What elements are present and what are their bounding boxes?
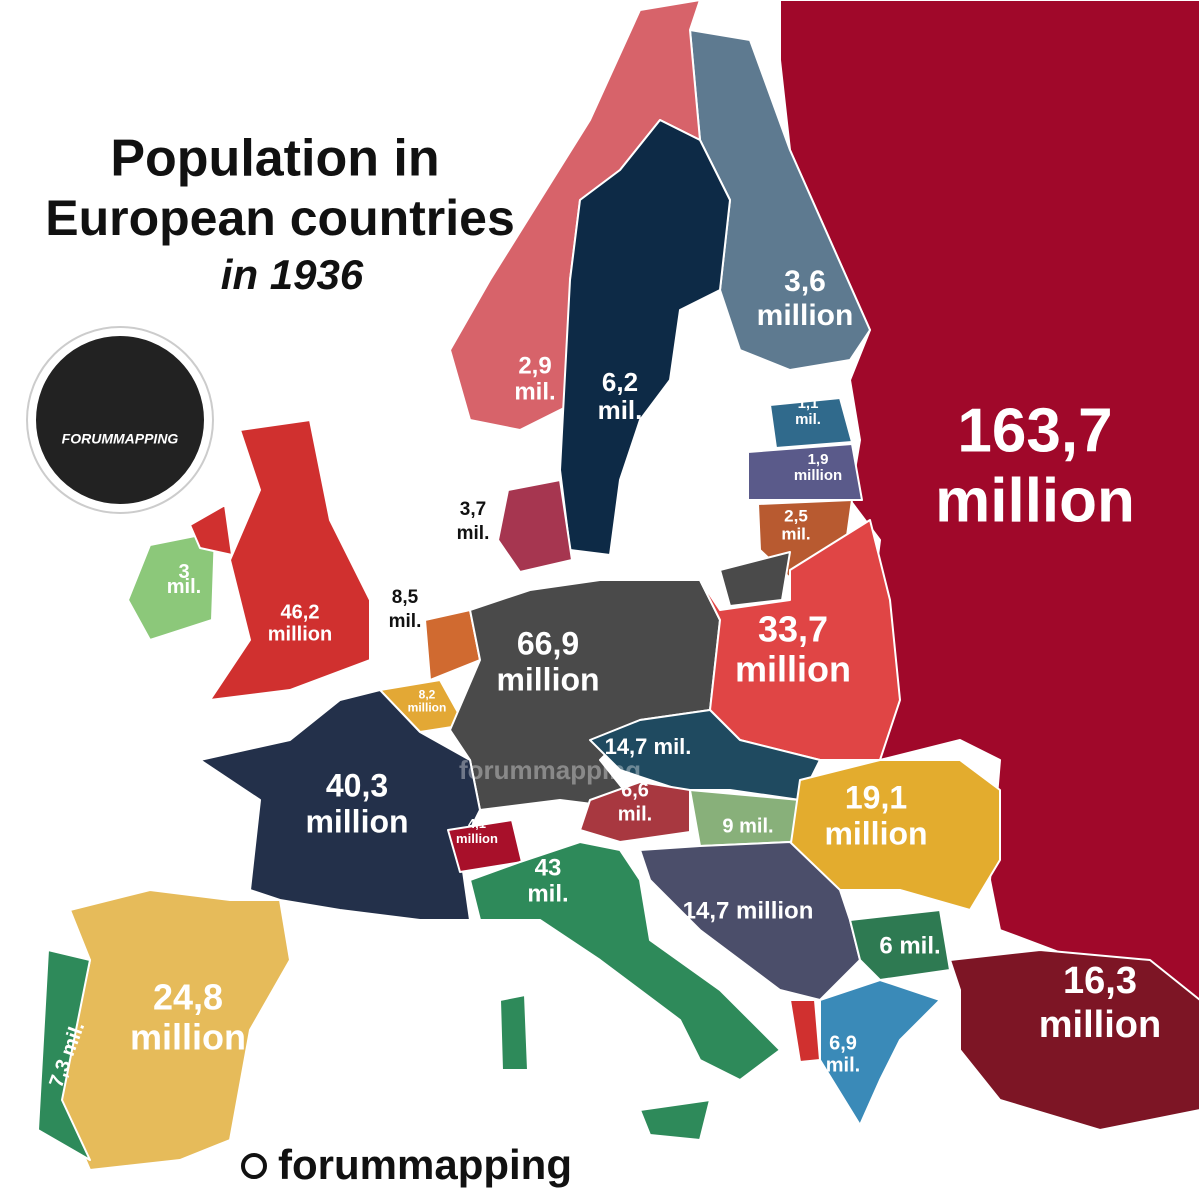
population-label: 6,6 [621,779,649,801]
population-label: mil. [527,880,568,907]
country-shape [579,781,691,843]
population-label: 66,9 [517,625,579,661]
population-label: mil. [781,524,810,543]
population-label: million [268,623,332,645]
population-label: million [496,661,599,697]
countries [37,0,1200,1171]
country-shape [559,119,731,556]
country-shape [747,443,863,501]
population-label: million [935,466,1135,535]
population-label: 14,7 mil. [605,734,692,759]
population-label: mil. [514,378,555,405]
population-label: 14,7 million [683,897,814,924]
population-label: mil. [598,395,643,425]
population-label: 6,9 [829,1032,857,1054]
logo-circle [28,328,212,512]
country-shape [449,579,721,811]
population-label: mil. [167,576,201,598]
title-line: European countries [45,190,515,246]
population-label: 6,2 [602,367,638,397]
logo-text: FORUMMAPPING [62,431,179,447]
population-label: 46,2 [281,601,320,623]
population-label: million [794,467,842,484]
population-label: 163,7 [957,396,1112,465]
population-label: million [735,649,851,690]
population-label: 2,5 [784,506,808,525]
population-label: 3,6 [784,265,826,298]
population-label: 6 mil. [879,932,940,959]
population-label: million [130,1017,246,1058]
country-shape [499,994,529,1071]
population-label: mil. [618,803,652,825]
population-label: mil. [795,411,821,428]
logo-ring [26,326,214,514]
population-label: mil. [389,611,422,632]
country-shape [949,949,1200,1131]
country-shape [497,479,573,573]
population-label: 40,3 [326,767,388,803]
population-label: 1,1 [798,395,819,412]
population-label: 33,7 [758,609,828,650]
country-shape [469,841,781,1081]
population-label: 8,2 [419,688,436,702]
population-label: 3,7 [460,499,486,520]
population-label: 24,8 [153,977,223,1018]
population-label: 8,5 [392,587,419,608]
population-label: million [305,803,408,839]
country-shape [789,999,821,1063]
population-label: million [408,701,447,715]
population-label: 3 [178,561,189,583]
population-label: mil. [457,523,490,544]
population-label: million [1039,1004,1161,1046]
title-line: Population in [110,130,439,188]
country-shape [639,1099,711,1141]
country-shape [719,551,791,607]
population-label: 4,1 [468,816,486,831]
country-shape [849,909,951,981]
population-label: 2,9 [518,352,551,379]
instagram-icon [241,1153,267,1179]
population-label: million [757,299,854,332]
watermark: forummapping [459,755,641,785]
population-label: 1,9 [808,451,829,468]
population-label: million [456,831,498,846]
title-line: in 1936 [221,251,364,298]
population-label: 16,3 [1063,960,1137,1002]
population-label: million [824,815,927,851]
population-label: 19,1 [845,779,907,815]
country-shape [769,397,853,449]
population-label: 9 mil. [722,815,773,837]
population-label: mil. [826,1054,860,1076]
country-shape [819,979,941,1126]
footer-handle: forummapping [278,1141,572,1188]
country-shape [37,949,91,1161]
logo: FORUMMAPPING [26,326,214,514]
country-shape [209,419,371,701]
population-label: 43 [535,854,562,881]
